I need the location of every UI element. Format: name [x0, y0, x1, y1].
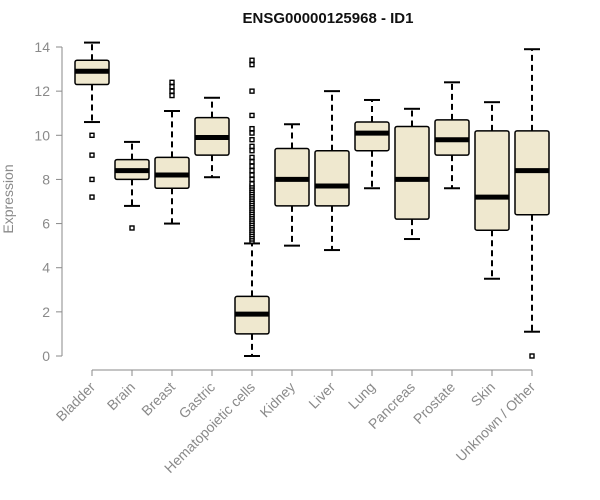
- outlier-point: [89, 152, 95, 158]
- outlier-point: [249, 61, 255, 68]
- outlier-point: [249, 130, 255, 136]
- outlier-point: [169, 92, 175, 99]
- x-tick-label: Kidney: [257, 379, 299, 421]
- y-tick-label: 2: [42, 304, 50, 320]
- outlier-point: [249, 176, 255, 183]
- y-tick-label: 14: [34, 39, 50, 55]
- box: [394, 125, 430, 220]
- outlier-point: [169, 88, 175, 94]
- outlier-point: [249, 148, 255, 154]
- x-tick-label: Breast: [138, 379, 178, 419]
- y-tick-label: 10: [34, 127, 50, 143]
- y-tick-label: 12: [34, 83, 50, 99]
- outlier-point: [249, 143, 255, 150]
- outlier-point: [249, 154, 255, 161]
- outlier-point: [129, 225, 135, 231]
- outlier-point: [249, 181, 255, 187]
- x-tick-label: Lung: [345, 379, 378, 412]
- outlier-point: [249, 172, 255, 178]
- x-tick-label: Prostate: [410, 379, 458, 427]
- outlier-point: [169, 79, 175, 86]
- outlier-point: [249, 125, 255, 132]
- box: [474, 130, 510, 231]
- outlier-point: [249, 57, 255, 63]
- x-tick-label: Bladder: [53, 379, 99, 425]
- y-tick-label: 4: [42, 260, 50, 276]
- outlier-point: [249, 112, 255, 119]
- box: [314, 149, 350, 207]
- outlier-point: [169, 84, 175, 90]
- y-tick-label: 6: [42, 216, 50, 232]
- outlier-point: [89, 194, 95, 200]
- x-tick-label: Liver: [305, 379, 338, 412]
- y-tick-label: 0: [42, 348, 50, 364]
- chart-title: ENSG00000125968 - ID1: [243, 10, 414, 27]
- outlier-point: [249, 88, 255, 94]
- outlier-point: [529, 353, 535, 359]
- outlier-point: [89, 176, 95, 183]
- y-tick-label: 8: [42, 171, 50, 187]
- outlier-point: [249, 163, 255, 169]
- y-axis-label: Expression: [0, 164, 16, 233]
- box: [354, 121, 390, 152]
- x-tick-label: Skin: [468, 379, 499, 410]
- outlier-point: [249, 136, 255, 143]
- outlier-point: [249, 159, 255, 165]
- x-tick-label: Brain: [104, 379, 138, 413]
- outlier-point: [249, 167, 255, 174]
- outlier-point: [89, 132, 95, 138]
